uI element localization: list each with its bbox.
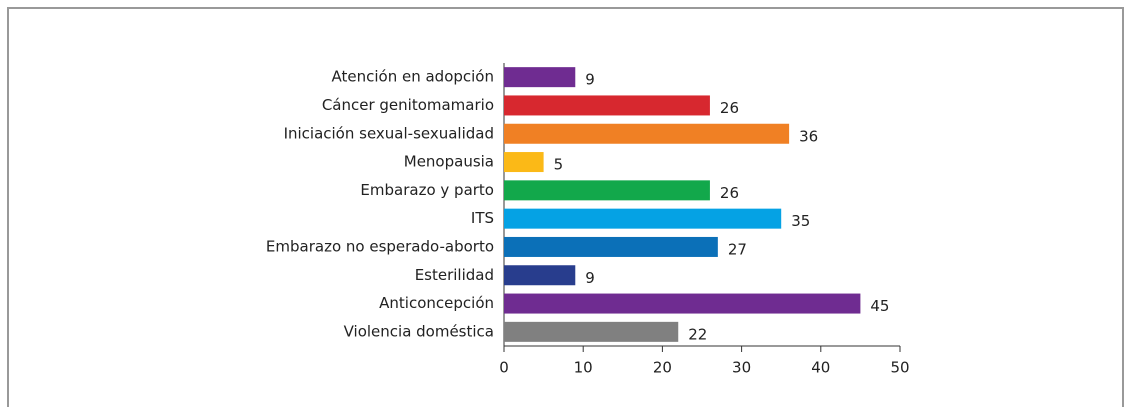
y-tick-label: Iniciación sexual-sexualidad <box>284 124 494 142</box>
y-tick-label: ITS <box>471 209 494 227</box>
data-label: 45 <box>870 297 889 315</box>
x-tick-label: 10 <box>574 359 593 377</box>
y-tick-label: Embarazo y parto <box>360 181 494 199</box>
bar <box>504 123 790 144</box>
data-label: 35 <box>791 212 810 230</box>
y-tick-label: Menopausia <box>404 153 494 171</box>
y-tick-label: Anticoncepción <box>379 294 494 312</box>
bar <box>504 265 576 286</box>
y-tick-label: Violencia doméstica <box>344 322 494 340</box>
bar <box>504 180 710 201</box>
y-tick-label: Cáncer genitomamario <box>322 96 494 114</box>
bar <box>504 152 544 173</box>
data-label: 22 <box>688 325 707 343</box>
bar <box>504 321 679 342</box>
data-label: 26 <box>720 184 739 202</box>
y-tick-label: Esterilidad <box>415 266 494 284</box>
data-label: 9 <box>585 269 595 287</box>
x-tick-label: 40 <box>811 359 830 377</box>
bar <box>504 293 861 314</box>
bar <box>504 236 718 257</box>
bar <box>504 67 576 88</box>
x-tick-label: 0 <box>499 359 509 377</box>
y-tick-label: Embarazo no esperado-aborto <box>266 237 494 255</box>
y-tick-label: Atención en adopción <box>332 68 495 86</box>
bar <box>504 208 782 229</box>
data-label: 26 <box>720 99 739 117</box>
data-label: 5 <box>554 156 564 174</box>
x-tick-label: 50 <box>890 359 909 377</box>
data-label: 36 <box>799 127 818 145</box>
data-label: 9 <box>585 71 595 89</box>
x-tick-label: 30 <box>732 359 751 377</box>
data-label: 27 <box>728 240 747 258</box>
frame <box>7 7 1124 407</box>
bar <box>504 95 710 116</box>
x-tick-label: 20 <box>653 359 672 377</box>
